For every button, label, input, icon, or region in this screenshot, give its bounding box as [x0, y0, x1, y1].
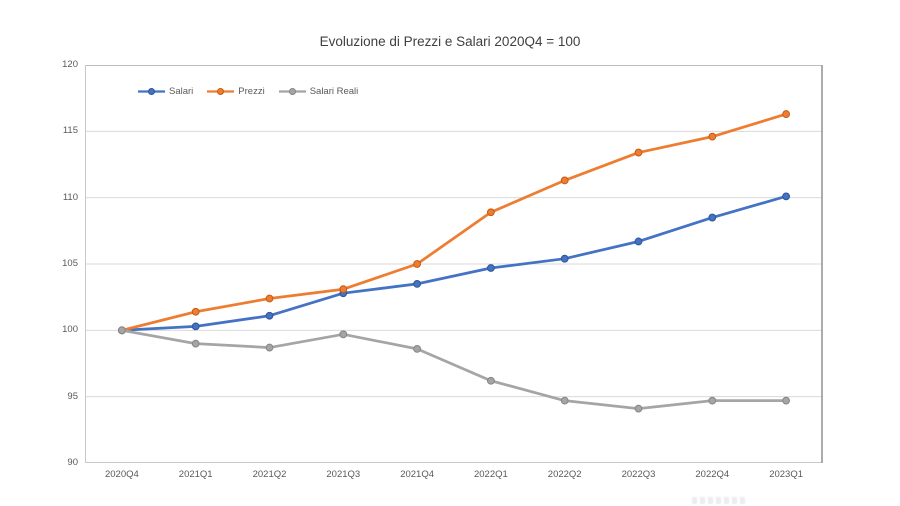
- series-line-prezzi: [120, 112, 788, 332]
- chart-legend: Salari Prezzi Salari Reali: [138, 86, 358, 97]
- plot-area: [85, 65, 823, 463]
- data-point-salari-reali-2022Q4: [708, 396, 717, 405]
- y-tick-label-105: 105: [62, 258, 78, 269]
- data-point-salari-reali-2022Q3: [634, 404, 643, 413]
- x-tick-label-2021Q2: 2021Q2: [252, 469, 287, 480]
- legend-label-salari: Salari: [169, 86, 194, 97]
- legend-label-salari-reali: Salari Reali: [309, 86, 359, 97]
- data-point-salari-reali-2021Q1: [191, 339, 200, 348]
- y-tick-label-110: 110: [62, 191, 78, 203]
- data-point-salari-2022Q2: [560, 254, 569, 263]
- data-point-prezzi-2022Q3: [634, 148, 643, 157]
- legend-marker-salari-icon: [138, 88, 165, 95]
- x-tick-label-2022Q2: 2022Q2: [547, 469, 582, 480]
- legend-item-prezzi: Prezzi: [207, 86, 265, 97]
- plot-svg: [85, 65, 823, 463]
- y-tick-label-120: 120: [62, 59, 78, 70]
- x-tick-label-2020Q4: 2020Q4: [104, 469, 139, 480]
- data-point-salari-reali-2022Q1: [487, 376, 495, 385]
- x-tick-label-2021Q3: 2021Q3: [326, 469, 361, 480]
- series-markers-prezzi: [118, 110, 790, 335]
- y-tick-label-95: 95: [67, 390, 78, 402]
- x-tick-label-2022Q1: 2022Q1: [473, 469, 508, 480]
- data-point-prezzi-2021Q1: [191, 307, 200, 316]
- data-point-salari-2022Q4: [708, 213, 717, 222]
- series-markers-salari-reali: [118, 326, 790, 413]
- chart-title: Evoluzione di Prezzi e Salari 2020Q4 = 1…: [319, 34, 581, 49]
- legend-item-salari-reali: Salari Reali: [278, 86, 359, 97]
- data-point-salari-reali-2022Q2: [560, 396, 569, 405]
- series-markers-salari: [118, 192, 790, 335]
- data-point-salari-reali-2020Q4: [118, 326, 126, 335]
- watermark-smudge: [692, 497, 748, 504]
- legend-item-salari: Salari: [138, 86, 193, 97]
- data-point-salari-2021Q2: [265, 311, 274, 320]
- data-point-salari-2022Q1: [487, 264, 495, 272]
- data-point-prezzi-2022Q4: [708, 132, 717, 141]
- y-tick-label-100: 100: [62, 324, 78, 336]
- y-tick-label-90: 90: [67, 457, 78, 468]
- data-point-salari-2021Q1: [191, 322, 200, 331]
- x-tick-label-2022Q3: 2022Q3: [621, 469, 656, 480]
- data-point-salari-2021Q4: [413, 280, 422, 288]
- data-point-salari-reali-2021Q2: [265, 343, 274, 352]
- data-point-salari-2022Q3: [634, 237, 643, 246]
- legend-marker-salari-reali-icon: [278, 88, 306, 95]
- x-tick-label-2021Q4: 2021Q4: [400, 469, 434, 480]
- data-point-prezzi-2022Q1: [487, 208, 495, 217]
- x-tick-label-2021Q1: 2021Q1: [178, 469, 213, 480]
- data-point-prezzi-2021Q3: [339, 285, 348, 294]
- data-point-prezzi-2021Q2: [265, 294, 274, 303]
- data-point-salari-reali-2021Q4: [413, 345, 422, 353]
- data-point-salari-2023Q1: [782, 192, 790, 201]
- data-point-prezzi-2021Q4: [413, 260, 422, 268]
- data-point-salari-reali-2021Q3: [339, 330, 348, 339]
- legend-label-prezzi: Prezzi: [238, 86, 265, 97]
- x-tick-label-2022Q4: 2022Q4: [695, 469, 730, 480]
- x-tick-label-2023Q1: 2023Q1: [769, 469, 803, 480]
- y-tick-label-115: 115: [62, 125, 78, 137]
- data-point-salari-reali-2023Q1: [782, 396, 790, 405]
- data-point-prezzi-2022Q2: [560, 176, 569, 185]
- legend-marker-prezzi-icon: [207, 88, 235, 95]
- series-line-salari: [120, 194, 788, 332]
- series-line-salari-reali: [120, 328, 788, 410]
- data-point-prezzi-2023Q1: [782, 110, 790, 118]
